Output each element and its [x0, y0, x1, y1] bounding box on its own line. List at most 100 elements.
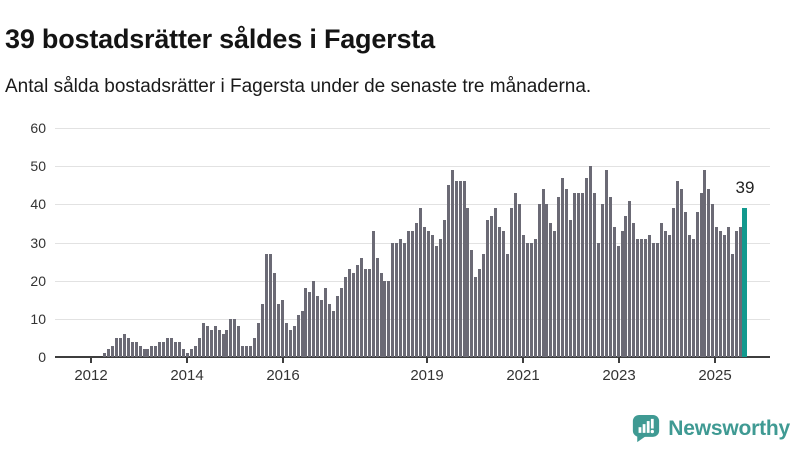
gridline: [55, 204, 770, 206]
bar: [122, 334, 126, 357]
brand-name: Newsworthy: [668, 416, 790, 440]
bar: [166, 337, 170, 357]
bar: [182, 349, 185, 357]
bar: [134, 341, 138, 357]
bar: [454, 181, 458, 357]
bar: [399, 238, 403, 357]
bar: [596, 242, 600, 357]
bar: [648, 234, 652, 357]
bar: [324, 288, 328, 357]
bar: [114, 337, 118, 357]
bar: [675, 181, 679, 357]
bar: [719, 231, 723, 357]
bar: [612, 227, 616, 357]
bar: [229, 318, 233, 357]
bar: [541, 189, 545, 357]
bar: [359, 257, 363, 357]
bar: [185, 353, 189, 357]
bar: [636, 238, 640, 357]
bar: [679, 189, 683, 357]
x-axis-tick-label: 2025: [698, 367, 732, 384]
bar: [549, 223, 553, 357]
bar: [379, 273, 383, 357]
bar: [308, 292, 312, 357]
x-axis-tick-label: 2023: [602, 367, 636, 384]
y-axis-tick-label: 0: [38, 349, 46, 365]
bar: [494, 208, 498, 357]
bar: [426, 231, 430, 357]
y-axis-tick-label: 40: [30, 196, 46, 213]
bar: [288, 330, 292, 357]
bar: [553, 231, 557, 357]
bar: [442, 219, 446, 357]
bar: [320, 299, 324, 357]
bar: [351, 273, 355, 357]
bar: [415, 223, 419, 357]
bar: [600, 204, 604, 357]
bar: [588, 166, 592, 357]
y-axis-tick-label: 30: [30, 234, 46, 251]
bar: [652, 242, 656, 357]
bar: [656, 242, 660, 357]
bar: [703, 169, 707, 357]
x-axis-tick-label: 2014: [170, 367, 204, 384]
bar: [395, 242, 399, 357]
bar: [707, 189, 711, 357]
bar: [490, 215, 494, 357]
bar: [727, 227, 731, 357]
bar: [699, 192, 703, 357]
bar-chart-speech-bubble-icon: [632, 414, 660, 443]
bar: [363, 269, 367, 357]
bar: [411, 231, 415, 357]
bar: [328, 303, 332, 357]
bar: [667, 234, 671, 357]
bar: [193, 345, 197, 357]
bar: [209, 330, 213, 357]
bar: [213, 326, 217, 357]
bar: [430, 234, 434, 357]
bar: [249, 345, 253, 357]
bar: [355, 265, 359, 357]
y-axis-tick-label: 20: [30, 272, 46, 289]
bar: [387, 280, 391, 357]
bar: [312, 280, 316, 357]
bar: [577, 192, 581, 357]
bar: [735, 231, 739, 357]
bar: [581, 192, 585, 357]
bar: [217, 330, 221, 357]
x-axis-tick-label: 2016: [266, 367, 300, 384]
bar-latest: [742, 208, 747, 357]
bar: [174, 341, 178, 357]
bar: [517, 204, 521, 357]
gridline: [55, 128, 770, 129]
bar: [671, 208, 675, 357]
bar: [620, 231, 624, 357]
bar: [509, 208, 513, 357]
bar: [434, 246, 438, 357]
bar: [110, 345, 114, 357]
bar: [450, 169, 454, 357]
bar: [233, 318, 237, 357]
x-axis-tick: [618, 358, 620, 363]
x-axis-tick: [714, 358, 716, 363]
bar: [332, 311, 336, 357]
bar: [162, 341, 166, 357]
bar: [241, 345, 245, 357]
bar: [584, 177, 588, 357]
bar: [375, 257, 379, 357]
bar: [422, 227, 426, 357]
x-axis-tick: [186, 358, 188, 363]
bar: [106, 349, 110, 357]
bar: [608, 196, 612, 357]
bar: [253, 337, 257, 357]
x-axis-line: [55, 356, 770, 358]
bar: [521, 234, 525, 357]
bar: [296, 315, 300, 357]
bar: [367, 269, 371, 357]
bar: [103, 353, 106, 357]
bar: [640, 238, 644, 357]
bar: [505, 253, 509, 357]
page-title: 39 bostadsrätter såldes i Fagersta: [5, 24, 435, 55]
bar: [663, 231, 667, 357]
